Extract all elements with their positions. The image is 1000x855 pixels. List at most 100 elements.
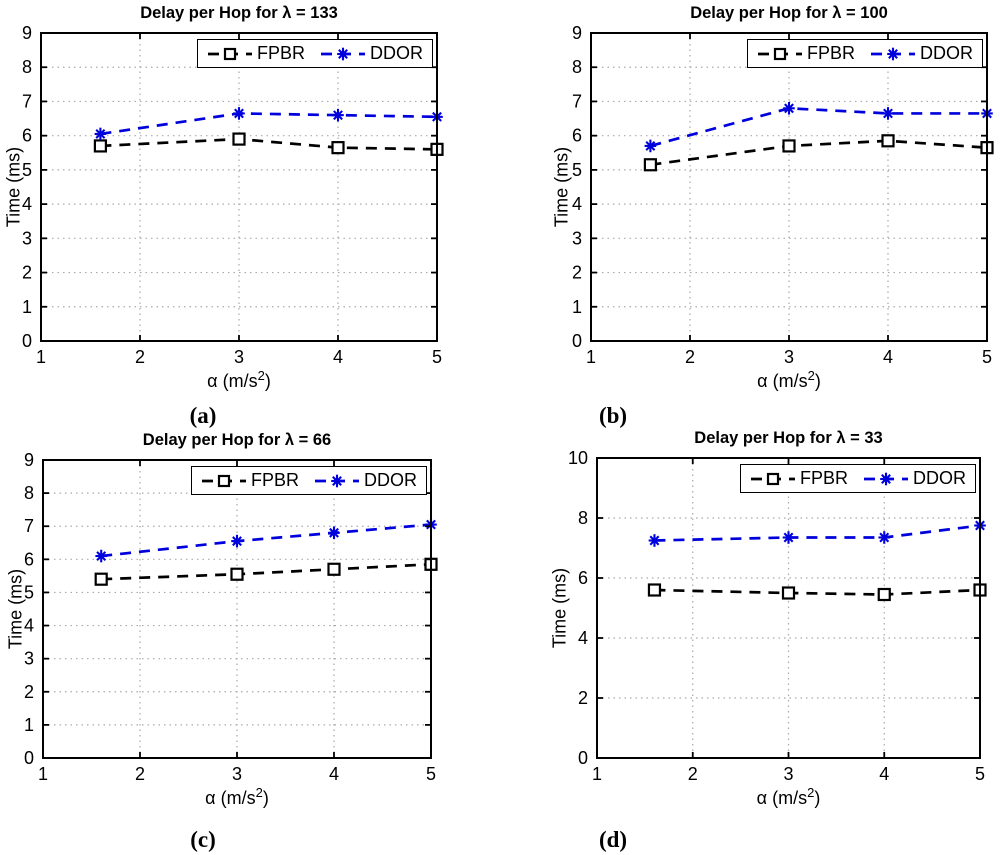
- legend-marker-square: [223, 47, 237, 60]
- y-tick-label: 6: [572, 126, 582, 146]
- x-tick-label: 2: [135, 347, 145, 367]
- x-axis-label-superscript: 2: [807, 368, 815, 383]
- x-tick-label: 2: [688, 764, 698, 784]
- x-axis-label: α (m/s2): [757, 368, 821, 392]
- legend-line-sample-ddor: [315, 474, 359, 487]
- marker-asterisk: [232, 536, 242, 547]
- y-tick-label: 4: [572, 194, 582, 214]
- y-tick-label: 9: [22, 23, 32, 43]
- series-line-ddor: [654, 524, 981, 542]
- y-tick-label: 2: [578, 688, 588, 708]
- legend-line-sample-fpbr: [757, 47, 802, 60]
- panel-caption: (c): [190, 827, 216, 852]
- legend-line-sample-fpbr: [750, 472, 795, 485]
- x-tick-label: 3: [234, 347, 244, 367]
- x-axis-label-text: α (m/s: [207, 371, 258, 391]
- y-tick-label: 8: [24, 483, 34, 503]
- y-tick-label: 3: [24, 649, 34, 669]
- x-axis-label-close: ): [814, 371, 821, 391]
- legend-label-fpbr: FPBR: [806, 43, 855, 63]
- x-axis-label: α (m/s2): [757, 785, 821, 809]
- y-tick-label: 2: [22, 263, 32, 283]
- y-tick-label: 7: [22, 91, 32, 111]
- legend-label-ddor: DDOR: [920, 43, 973, 63]
- marker-asterisk: [888, 48, 898, 59]
- series-line-ddor: [101, 523, 432, 558]
- legend: FPBR DDOR: [746, 39, 983, 68]
- legend: FPBR DDOR: [190, 466, 427, 495]
- plot-area: 1 2 3 4 5 0 2 4 6 8 10: [568, 448, 987, 784]
- y-tick-label: 7: [572, 91, 582, 111]
- x-tick-label: 5: [975, 764, 985, 784]
- y-tick-label: 1: [572, 297, 582, 317]
- y-tick-label: 5: [24, 582, 34, 602]
- series-line-fpbr: [650, 139, 988, 167]
- series-line-fpbr: [654, 588, 981, 596]
- y-tick-label: 10: [568, 448, 588, 468]
- y-tick-label: 5: [572, 160, 582, 180]
- legend-label-ddor: DDOR: [370, 43, 423, 63]
- marker-square: [230, 567, 244, 581]
- y-tick-label: 6: [24, 549, 34, 569]
- x-axis-label-text: α (m/s: [205, 788, 256, 808]
- x-axis-label-close: ): [814, 788, 821, 808]
- x-tick-label: 4: [883, 347, 893, 367]
- legend-line-sample-ddor: [871, 47, 915, 60]
- marker-asterisk: [96, 551, 107, 561]
- x-axis-label: α (m/s2): [205, 785, 269, 809]
- x-axis-label: α (m/s2): [207, 368, 271, 392]
- x-tick-label: 5: [432, 347, 442, 367]
- x-tick-label: 3: [784, 347, 794, 367]
- x-tick-label: 3: [783, 764, 793, 784]
- marker-asterisk: [881, 473, 891, 484]
- y-tick-label: 9: [572, 23, 582, 43]
- x-axis-label-superscript: 2: [257, 368, 265, 383]
- y-axis-label: Time (ms): [3, 146, 24, 228]
- marker-asterisk: [645, 140, 656, 151]
- y-tick-label: 4: [578, 628, 588, 648]
- marker-square: [331, 141, 345, 155]
- marker-asterisk: [784, 103, 794, 114]
- x-axis-label-close: ): [264, 371, 271, 391]
- legend-marker-square: [217, 474, 231, 487]
- marker-square: [881, 134, 895, 148]
- legend-marker-square: [773, 47, 787, 60]
- legend-label-ddor: DDOR: [364, 470, 417, 490]
- chart-panel-d: 1 2 3 4 5 0 2 4 6 8 10 Delay per Hop for λ = 33 Ti…: [500, 428, 1000, 855]
- y-tick-label: 5: [22, 160, 32, 180]
- marker-asterisk: [883, 108, 893, 119]
- chart-title: Delay per Hop for λ = 66: [142, 431, 332, 449]
- series-line-ddor: [650, 106, 987, 148]
- y-tick-label: 0: [22, 331, 32, 351]
- panel-caption: (a): [189, 403, 217, 428]
- marker-asterisk: [329, 527, 339, 538]
- marker-square: [877, 587, 891, 602]
- series-line-ddor: [100, 112, 438, 136]
- legend-label-ddor: DDOR: [913, 468, 966, 488]
- marker-square: [94, 572, 108, 586]
- legend-label-fpbr: FPBR: [256, 43, 305, 63]
- y-tick-label: 2: [572, 263, 582, 283]
- marker-square: [232, 132, 246, 146]
- x-tick-label: 3: [232, 764, 242, 784]
- marker-asterisk: [879, 532, 890, 543]
- x-tick-label: 1: [38, 764, 48, 784]
- y-tick-label: 4: [22, 194, 32, 214]
- y-tick-label: 2: [24, 682, 34, 702]
- x-tick-label: 5: [982, 347, 992, 367]
- x-tick-label: 2: [685, 347, 695, 367]
- y-tick-label: 6: [578, 568, 588, 588]
- legend-line-sample-ddor: [864, 472, 908, 485]
- panel-caption: (d): [598, 827, 628, 852]
- x-tick-label: 5: [426, 764, 436, 784]
- x-axis-label-superscript: 2: [807, 785, 815, 800]
- y-axis-label: Time (ms): [551, 146, 572, 228]
- x-tick-label: 1: [592, 764, 602, 784]
- y-tick-label: 0: [24, 748, 34, 768]
- x-tick-label: 1: [586, 347, 596, 367]
- x-tick-label: 1: [36, 347, 46, 367]
- x-tick-label: 4: [329, 764, 339, 784]
